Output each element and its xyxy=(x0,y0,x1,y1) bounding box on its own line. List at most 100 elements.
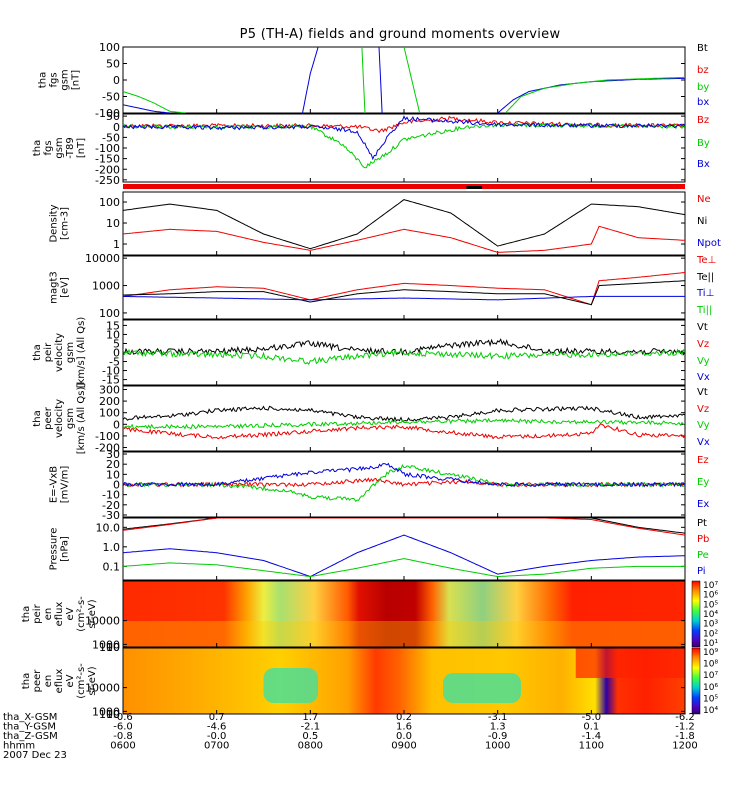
series-bx xyxy=(497,77,685,113)
legend-te: Te|| xyxy=(696,272,714,283)
ephemeris-value: -2.1 xyxy=(301,722,321,733)
series-vt xyxy=(123,405,685,423)
y-tick-label: -30 xyxy=(102,509,120,522)
y-axis-label-line: [eV] xyxy=(60,277,71,298)
y-tick-label: 10 xyxy=(106,641,120,654)
y-tick-label: -150 xyxy=(95,153,120,166)
y-axis-label-line: tha xyxy=(32,410,43,426)
y-axis-label-line: peir xyxy=(43,342,54,362)
series-by xyxy=(361,47,366,113)
ephemeris-value: 0800 xyxy=(298,741,323,752)
y-axis-label-line: -T89 xyxy=(65,137,76,159)
y-tick-label: 10 xyxy=(106,708,120,721)
y-axis-label-line: [km/s] (All Qs) xyxy=(76,317,87,389)
y-tick-label: 1000 xyxy=(92,638,120,651)
panel-frame xyxy=(122,517,686,581)
series-by xyxy=(123,122,685,169)
y-tick-label: 100 xyxy=(99,41,120,54)
y-axis-label-line: gsm xyxy=(54,137,65,158)
series-bx xyxy=(123,104,170,113)
legend-pb: Pb xyxy=(697,534,709,545)
y-axis-label-line: (cm²-s- xyxy=(76,596,87,632)
y-tick-label: -200 xyxy=(95,442,120,455)
legend-npot: Npot xyxy=(697,238,721,249)
colorbar-label: 10⁷ xyxy=(703,671,718,681)
ephemeris-value: 0.5 xyxy=(302,731,318,742)
legend-bx: bx xyxy=(697,97,709,108)
legend-vt: Vt xyxy=(697,387,708,398)
legend-ey: Ey xyxy=(697,477,709,488)
ephemeris-table: tha_X-GSM -0.6 0.7 1.7 0.2 -3.1 -5.0 -6.2 tha_Y-… xyxy=(3,712,698,761)
y-tick-label: 0 xyxy=(113,418,120,431)
y-axis-label-line: tha xyxy=(38,72,49,88)
y-axis-label-line: eflux xyxy=(54,602,65,627)
y-tick-label: 100 xyxy=(99,196,120,209)
series-vz xyxy=(123,423,685,440)
y-axis-label-line: eV xyxy=(65,607,76,620)
page-title: P5 (TH-A) fields and ground moments over… xyxy=(239,27,561,42)
ephemeris-value: -1.2 xyxy=(675,722,695,733)
series-group xyxy=(123,338,685,365)
y-axis-label-line: Pressure xyxy=(49,528,60,571)
y-tick-label: 10000 xyxy=(85,252,120,265)
y-axis-label-line: E=-VxB xyxy=(49,466,60,503)
y-tick-label: 15 xyxy=(106,319,120,332)
y-tick-label: 10.0 xyxy=(96,521,121,534)
status-bar-marker xyxy=(466,186,483,189)
series-group xyxy=(123,405,685,440)
ephemeris-value: 1100 xyxy=(579,741,604,752)
y-tick-label: 10 xyxy=(106,217,120,230)
ephemeris-label: hhmm xyxy=(3,741,35,752)
series-bz xyxy=(123,115,685,134)
y-tick-label: 1000 xyxy=(92,280,120,293)
legend-pe: Pe xyxy=(697,550,709,561)
ephemeris-label: tha_Y-GSM xyxy=(3,722,56,733)
y-axis-label: thafgsgsm[nT] xyxy=(38,69,82,90)
y-axis-label-line: [nT] xyxy=(76,138,87,158)
ephemeris-value: -0.0 xyxy=(207,731,227,742)
spectrogram-low-flux-patch xyxy=(263,668,319,703)
panel-frame xyxy=(122,113,686,183)
colorbar-label: 10⁸ xyxy=(703,660,718,670)
ephemeris-value: 0700 xyxy=(204,741,229,752)
y-axis-label: thapeervelocitygsm[km/s (All Qs)] xyxy=(32,383,87,455)
legend-te: Te⊥ xyxy=(696,255,716,266)
y-axis-label-line: (cm²-s- xyxy=(76,663,87,699)
y-axis-label-line: eflux xyxy=(54,669,65,694)
ephemeris-value: -1.8 xyxy=(675,731,695,742)
y-axis-label-line: [nPa] xyxy=(60,536,71,562)
legend-bz: Bz xyxy=(697,115,709,126)
series-vy xyxy=(123,348,685,365)
y-axis-label: Density[cm-3] xyxy=(49,204,71,242)
y-tick-label: 10 xyxy=(106,468,120,481)
y-tick-label: -10 xyxy=(102,365,120,378)
y-tick-label: 10000 xyxy=(85,615,120,628)
y-axis-label-line: velocity xyxy=(54,399,65,438)
y-tick-label: -100 xyxy=(95,107,120,120)
legend-vx: Vx xyxy=(697,372,710,383)
y-tick-label: 100 xyxy=(99,708,120,721)
colorbar-label: 10³ xyxy=(703,620,718,630)
series-group xyxy=(123,518,685,578)
spectrogram-high-flux-patch xyxy=(575,648,685,678)
y-axis-label-line: en xyxy=(43,608,54,621)
series-pi xyxy=(123,534,685,578)
colorbar-label: 10² xyxy=(703,629,718,639)
colorbar-label: 10⁹ xyxy=(703,648,718,658)
series-te xyxy=(123,272,685,306)
panel-temperature: 10000 1000 100 magt3[eV] Te⊥ Te|| Ti⊥ Ti|| xyxy=(49,252,717,320)
series-te xyxy=(123,280,685,306)
ephemeris-value: 1000 xyxy=(485,741,510,752)
y-tick-label: 5 xyxy=(113,337,120,350)
y-tick-label: 100 xyxy=(99,407,120,420)
y-tick-label: 20 xyxy=(106,458,120,471)
colorbar-label: 10⁶ xyxy=(703,683,718,693)
colorbar-label: 10⁵ xyxy=(703,600,718,610)
y-tick-label: 50 xyxy=(106,110,120,123)
legend-vt: Vt xyxy=(697,322,708,333)
panel-frame xyxy=(122,191,686,256)
